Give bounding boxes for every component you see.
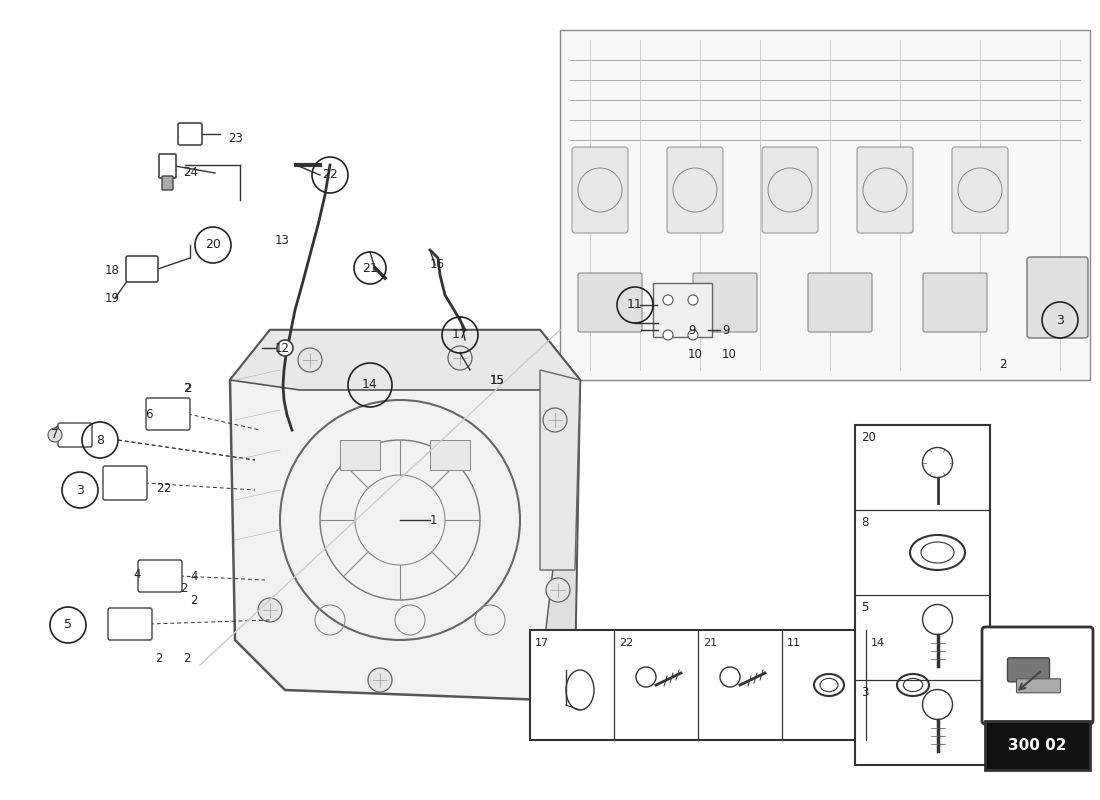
Bar [984, 721, 1090, 770]
Polygon shape [540, 380, 580, 700]
Text: 4: 4 [133, 569, 141, 582]
Text: 9: 9 [688, 323, 695, 337]
Text: 10: 10 [688, 349, 703, 362]
Bar [530, 630, 950, 740]
FancyBboxPatch shape [762, 147, 818, 233]
Text: 2: 2 [163, 482, 170, 494]
Circle shape [546, 578, 570, 602]
FancyBboxPatch shape [653, 283, 712, 337]
Text: 15: 15 [490, 374, 505, 386]
FancyBboxPatch shape [693, 273, 757, 332]
Bar [340, 440, 379, 470]
FancyBboxPatch shape [1016, 678, 1060, 693]
FancyBboxPatch shape [857, 147, 913, 233]
FancyBboxPatch shape [162, 176, 173, 190]
FancyBboxPatch shape [578, 273, 642, 332]
Text: 24: 24 [183, 166, 198, 179]
Text: 3: 3 [861, 686, 868, 699]
Text: 17: 17 [535, 638, 549, 648]
FancyBboxPatch shape [808, 273, 872, 332]
FancyBboxPatch shape [667, 147, 723, 233]
Circle shape [663, 330, 673, 340]
Text: 3: 3 [76, 483, 84, 497]
Bar [855, 425, 990, 765]
Text: 11: 11 [627, 298, 642, 311]
Text: 8: 8 [861, 516, 868, 529]
Circle shape [258, 598, 282, 622]
Text: 10: 10 [722, 349, 737, 362]
Text: 7: 7 [51, 429, 58, 442]
Text: 17: 17 [452, 329, 468, 342]
Text: 2: 2 [155, 651, 163, 665]
Text: 2: 2 [190, 594, 198, 606]
Text: 2: 2 [185, 382, 191, 394]
Circle shape [688, 295, 698, 305]
FancyBboxPatch shape [160, 154, 176, 178]
FancyBboxPatch shape [1008, 658, 1049, 682]
FancyBboxPatch shape [923, 273, 987, 332]
Text: 6: 6 [145, 409, 153, 422]
Text: 21: 21 [703, 638, 717, 648]
Text: 2: 2 [183, 651, 190, 665]
Text: 12: 12 [275, 342, 290, 354]
Bar [430, 440, 470, 470]
Text: 22: 22 [619, 638, 634, 648]
Text: 16: 16 [430, 258, 446, 271]
Polygon shape [230, 330, 580, 390]
Text: 8: 8 [96, 434, 104, 446]
Text: 2: 2 [183, 382, 190, 394]
FancyBboxPatch shape [560, 30, 1090, 380]
Text: 20: 20 [205, 238, 221, 251]
FancyBboxPatch shape [952, 147, 1008, 233]
Text: 3: 3 [1056, 314, 1064, 326]
Text: 13: 13 [275, 234, 290, 246]
Text: 15: 15 [490, 374, 505, 386]
Circle shape [448, 346, 472, 370]
Text: 18: 18 [106, 263, 120, 277]
FancyBboxPatch shape [58, 423, 92, 447]
Text: 11: 11 [786, 638, 801, 648]
Text: 2: 2 [180, 582, 187, 594]
FancyBboxPatch shape [126, 256, 158, 282]
FancyBboxPatch shape [108, 608, 152, 640]
Text: 2: 2 [999, 358, 1007, 371]
Text: 22: 22 [322, 169, 338, 182]
FancyBboxPatch shape [178, 123, 202, 145]
Circle shape [48, 428, 62, 442]
Text: 4: 4 [190, 570, 198, 582]
Text: a passion for parts since 1982: a passion for parts since 1982 [236, 546, 522, 654]
Text: 9: 9 [722, 323, 729, 337]
Text: 19: 19 [104, 291, 120, 305]
FancyBboxPatch shape [138, 560, 182, 592]
Text: 1: 1 [430, 514, 438, 526]
Text: 20: 20 [861, 431, 876, 444]
Polygon shape [230, 330, 580, 700]
Circle shape [298, 348, 322, 372]
FancyBboxPatch shape [146, 398, 190, 430]
Text: 300 02: 300 02 [1009, 738, 1067, 753]
Text: 14: 14 [871, 638, 886, 648]
Circle shape [543, 408, 566, 432]
Circle shape [688, 330, 698, 340]
Text: EPC: EPC [271, 377, 509, 483]
Polygon shape [540, 370, 580, 570]
Text: 21: 21 [362, 262, 378, 274]
Text: 14: 14 [362, 378, 378, 391]
Text: 23: 23 [228, 131, 243, 145]
FancyBboxPatch shape [982, 627, 1093, 724]
FancyBboxPatch shape [572, 147, 628, 233]
Circle shape [277, 340, 293, 356]
FancyBboxPatch shape [103, 466, 147, 500]
Circle shape [663, 295, 673, 305]
Text: 5: 5 [64, 618, 72, 631]
FancyBboxPatch shape [1027, 257, 1088, 338]
Text: 2: 2 [156, 482, 164, 494]
Circle shape [368, 668, 392, 692]
Text: 5: 5 [861, 601, 868, 614]
Text: OF: OF [328, 471, 452, 549]
